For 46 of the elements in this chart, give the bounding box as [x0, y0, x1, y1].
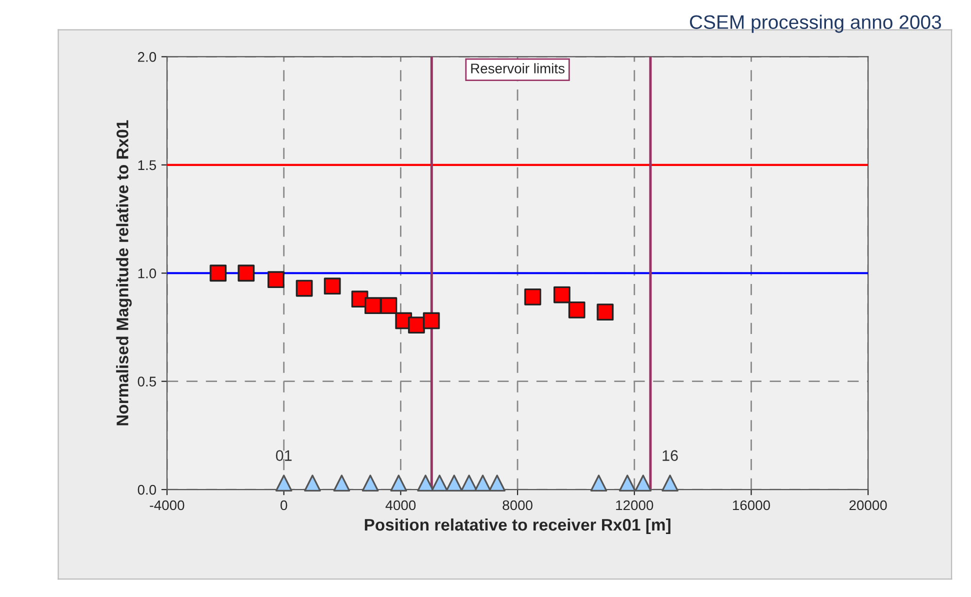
point [422, 312, 440, 330]
point [210, 264, 227, 282]
point [554, 286, 570, 304]
x-tick-label: 16000 [732, 500, 770, 510]
point [524, 288, 542, 306]
point [268, 271, 284, 288]
y-tick-label: 0.5 [138, 376, 156, 387]
text: CSEM processing anno 2003 [690, 14, 942, 33]
y-tick-label: 2.0 [138, 52, 156, 62]
point [446, 474, 463, 492]
y-tick-label: 1.0 [138, 268, 156, 278]
point [238, 264, 255, 282]
point [460, 474, 478, 492]
annotation: 16 [662, 450, 678, 461]
y-tick-label: 0.0 [138, 484, 156, 495]
point [590, 474, 608, 492]
point [618, 474, 636, 492]
point [431, 474, 448, 492]
point [380, 297, 398, 314]
point [488, 474, 506, 492]
point [333, 474, 350, 492]
point [417, 474, 434, 492]
x-axis-title: Position relatative to receiver Rx01 [m] [364, 518, 670, 534]
x-tick-label: 4000 [386, 500, 416, 510]
annotation: 01 [276, 450, 292, 461]
point [275, 474, 292, 492]
point [296, 280, 313, 297]
x-tick-label: 8000 [502, 500, 532, 510]
point [304, 474, 321, 492]
point [568, 301, 586, 318]
x-tick-label: 20000 [849, 500, 887, 510]
x-tick-label: 12000 [616, 500, 654, 510]
y-tick-label: 1.5 [138, 160, 156, 170]
point [596, 304, 614, 321]
annotation: Reservoir limits [471, 63, 564, 74]
point [324, 278, 341, 295]
x-tick-label: 0 [280, 500, 288, 510]
point [364, 297, 382, 314]
point [362, 474, 379, 492]
point [408, 316, 425, 334]
point [662, 474, 678, 492]
point [390, 474, 408, 492]
point [474, 474, 492, 492]
y-axis-title: Normalised Magnitude relative to Rx01 [116, 120, 132, 426]
x-tick-label: -4000 [150, 500, 184, 510]
point [634, 474, 652, 492]
